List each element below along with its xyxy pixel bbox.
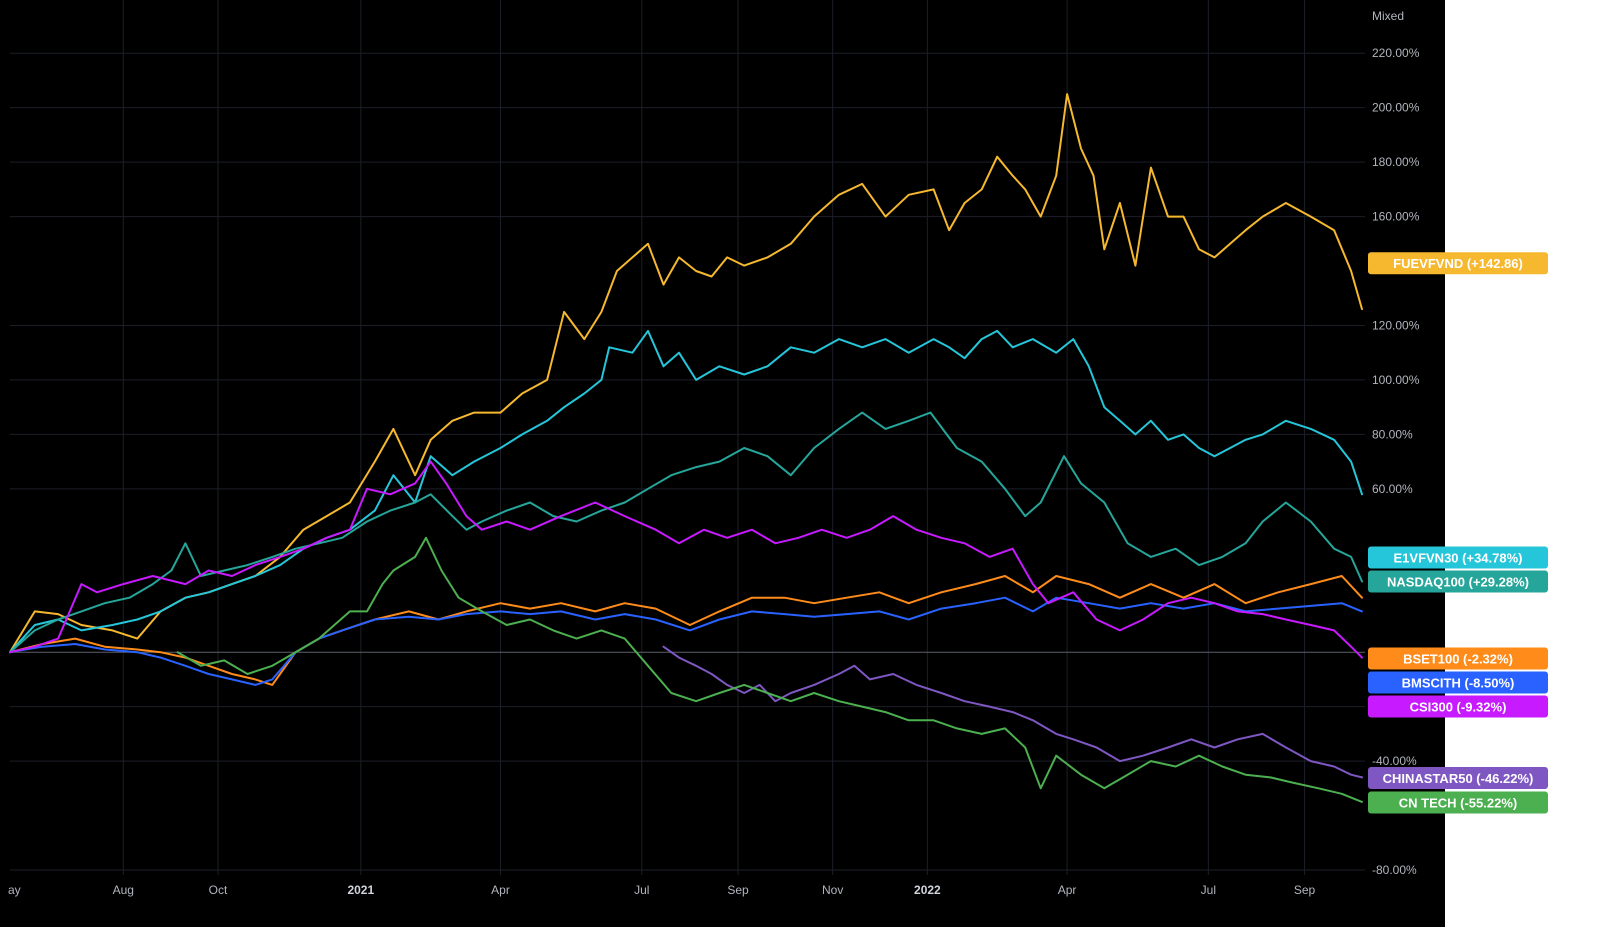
badge-label: BMSCITH (-8.50%) — [1402, 676, 1515, 691]
series-line-bmscith[interactable] — [9, 596, 1363, 686]
y-tick-label: 220.00% — [1372, 46, 1420, 60]
series-line-bset100[interactable] — [9, 575, 1363, 686]
badge-csi300: CSI300 (-9.32%) — [1368, 695, 1548, 718]
x-tick-label: 2021 — [347, 883, 374, 897]
scale-mode-label[interactable]: Mixed — [1372, 9, 1404, 23]
x-tick-label: 2022 — [914, 883, 941, 897]
series-line-nasdaq100[interactable] — [9, 411, 1363, 654]
badge-background — [1368, 767, 1548, 790]
badge-label: NASDAQ100 (+29.28%) — [1387, 575, 1529, 590]
badge-fuevfvnd: FUEVFVND (+142.86) — [1368, 252, 1548, 275]
badge-background — [1368, 570, 1548, 593]
badge-e1vfvn30: E1VFVN30 (+34.78%) — [1368, 546, 1548, 569]
x-axis-ticks: ay Aug Oct 2021 Apr Jul Sep Nov 2022 Apr Jul Sep — [8, 883, 1316, 897]
x-tick-label: Sep — [1294, 883, 1316, 897]
badge-background — [1368, 546, 1548, 569]
x-tick-label: Sep — [727, 883, 749, 897]
badge-label: CHINASTAR50 (-46.22%) — [1383, 771, 1534, 786]
y-tick-label: 160.00% — [1372, 210, 1420, 224]
series-line-cn-tech[interactable] — [176, 536, 1363, 803]
badge-label: BSET100 (-2.32%) — [1403, 652, 1513, 667]
y-tick-label: -40.00% — [1372, 754, 1417, 768]
x-tick-label: Jul — [1201, 883, 1216, 897]
x-tick-label: Apr — [1058, 883, 1077, 897]
y-tick-label: 180.00% — [1372, 155, 1420, 169]
badge-background — [1368, 671, 1548, 694]
series-line-csi300[interactable] — [9, 460, 1363, 659]
badge-nasdaq100: NASDAQ100 (+29.28%) — [1368, 570, 1548, 593]
y-tick-label: 200.00% — [1372, 101, 1420, 115]
series-line-e1vfvn30[interactable] — [9, 329, 1363, 654]
x-tick-label: ay — [8, 883, 21, 897]
y-tick-label: -80.00% — [1372, 863, 1417, 877]
y-tick-label: 60.00% — [1372, 482, 1413, 496]
chart-background — [0, 0, 1445, 927]
legend-badges: FUEVFVND (+142.86) E1VFVN30 (+34.78%) NASD… — [1368, 252, 1548, 814]
badge-background — [1368, 791, 1548, 814]
y-tick-label: 100.00% — [1372, 373, 1420, 387]
series-lines — [9, 93, 1363, 803]
badge-bmscith: BMSCITH (-8.50%) — [1368, 671, 1548, 694]
badge-background — [1368, 695, 1548, 718]
x-tick-label: Jul — [634, 883, 649, 897]
badge-bset100: BSET100 (-2.32%) — [1368, 647, 1548, 670]
grid-lines — [10, 0, 1365, 875]
badge-background — [1368, 252, 1548, 275]
y-axis-ticks: 220.00% 200.00% 180.00% 160.00% 120.00% 100.0… — [1372, 46, 1420, 877]
x-tick-label: Nov — [822, 883, 843, 897]
y-tick-label: 120.00% — [1372, 318, 1420, 332]
x-tick-label: Oct — [209, 883, 228, 897]
badge-cn-tech: CN TECH (-55.22%) — [1368, 791, 1548, 814]
badge-label: CN TECH (-55.22%) — [1399, 796, 1517, 811]
badge-background — [1368, 647, 1548, 670]
badge-chinastar50: CHINASTAR50 (-46.22%) — [1368, 767, 1548, 790]
x-tick-label: Apr — [491, 883, 510, 897]
series-line-fuevfvnd[interactable] — [9, 93, 1363, 654]
badge-label: FUEVFVND (+142.86) — [1393, 256, 1523, 271]
y-tick-label: 80.00% — [1372, 427, 1413, 441]
badge-label: CSI300 (-9.32%) — [1410, 700, 1507, 715]
badge-label: E1VFVN30 (+34.78%) — [1394, 551, 1523, 566]
x-tick-label: Aug — [113, 883, 134, 897]
